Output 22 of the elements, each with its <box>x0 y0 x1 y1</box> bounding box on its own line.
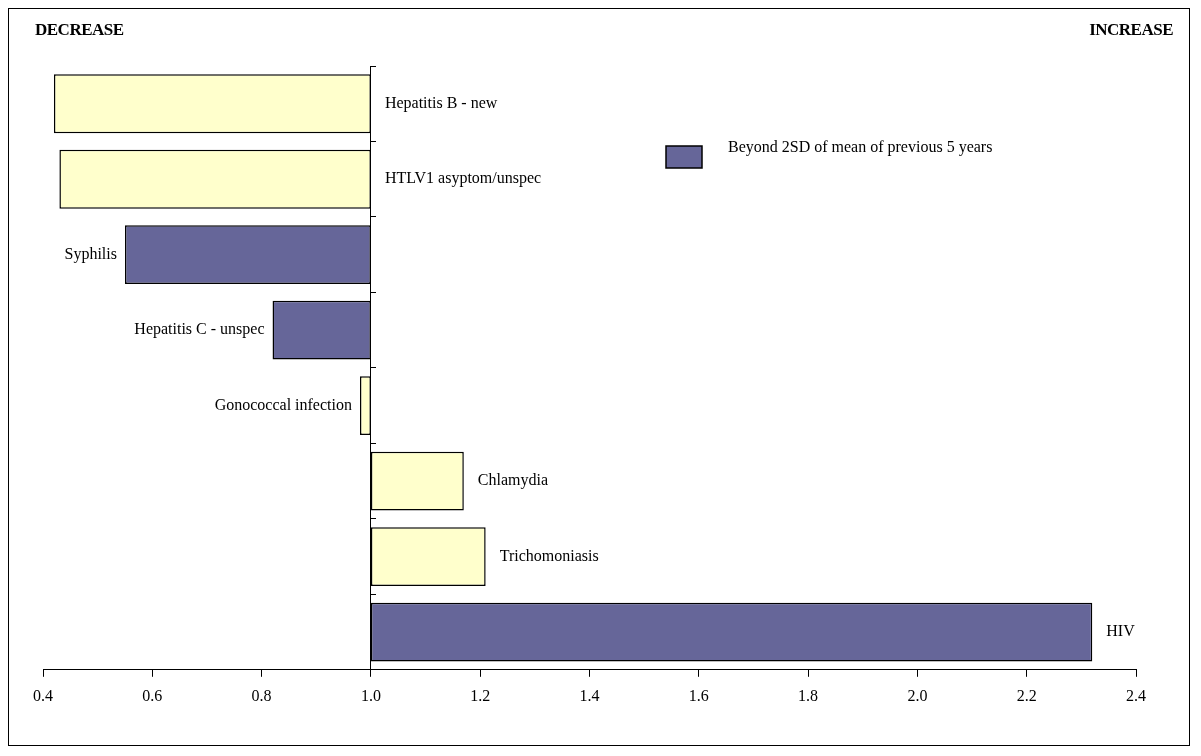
text: DECREASE <box>35 20 124 40</box>
x-tick-label: 1.8 <box>798 686 819 704</box>
x-tick-label: 1.4 <box>579 686 600 704</box>
y-tick-label: Syphilis <box>64 244 117 263</box>
x-tick-label: 0.6 <box>142 686 163 704</box>
y-tick-label: Chlamydia <box>477 471 549 490</box>
y-tick-label: HIV <box>1106 622 1136 640</box>
x-tick-label: 2.4 <box>1126 686 1146 704</box>
x-tick-label: 2.2 <box>1016 686 1037 704</box>
y-tick-label: Hepatitis C - unspec <box>134 320 265 339</box>
y-tick-label: HTLV1 asyptom/unspec <box>384 169 542 188</box>
legend-label: Beyond 2SD of mean of previous 5 years <box>728 138 993 157</box>
text: INCREASE <box>1089 20 1173 40</box>
x-tick-label: 0.4 <box>33 686 53 704</box>
y-tick-label: Trichomoniasis <box>499 546 599 564</box>
x-tick-label: 1.0 <box>360 686 381 704</box>
x-tick-label: 2.0 <box>907 686 928 704</box>
x-tick-label: 0.8 <box>251 686 272 704</box>
x-tick-label: 1.6 <box>688 686 709 704</box>
x-tick-label: 1.2 <box>470 686 491 704</box>
y-tick-label: Hepatitis B - new <box>384 93 498 112</box>
y-tick-label: Gonococcal infection <box>214 395 352 413</box>
